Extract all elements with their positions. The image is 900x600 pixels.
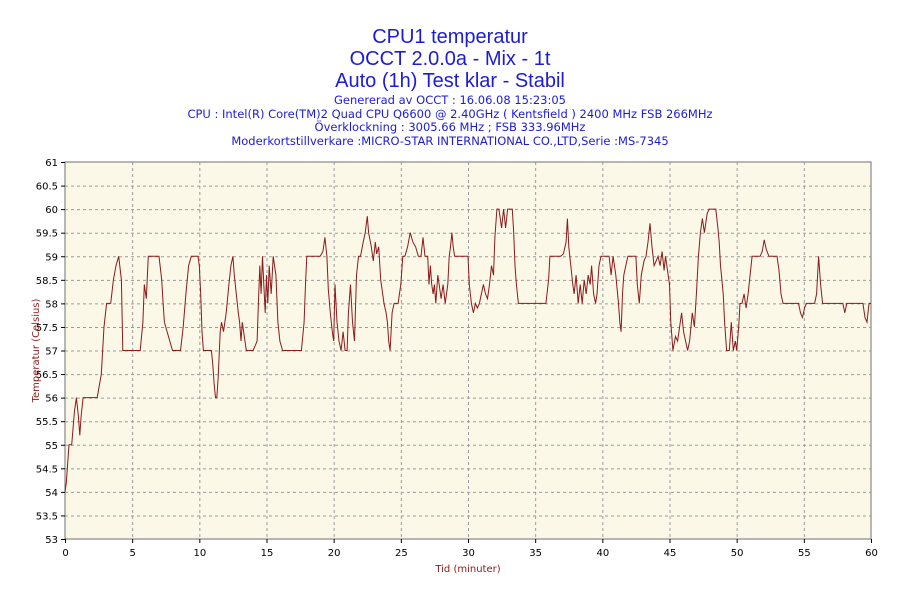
x-tick-label: 25 xyxy=(395,548,408,559)
x-tick-label: 0 xyxy=(62,548,68,559)
y-tick-label: 57 xyxy=(45,347,58,358)
x-tick-label: 15 xyxy=(261,548,274,559)
x-tick-label: 20 xyxy=(328,548,341,559)
cpu-info: CPU : Intel(R) Core(TM)2 Quad CPU Q6600 … xyxy=(187,106,713,121)
chart-title: CPU1 temperatur xyxy=(372,26,528,48)
y-tick-label: 57.5 xyxy=(36,323,58,334)
y-axis-label: Temperatur (Celsius) xyxy=(31,298,42,403)
grid-lines xyxy=(65,162,871,539)
y-tick-label: 59 xyxy=(45,252,58,263)
motherboard-info: Moderkortstillverkare :MICRO-STAR INTERN… xyxy=(231,133,669,148)
y-tick-label: 59.5 xyxy=(36,229,58,240)
cpu1-temperature-line xyxy=(64,208,871,492)
x-tick-label: 10 xyxy=(193,548,206,559)
y-tick-label: 56 xyxy=(45,394,58,405)
x-tick-label: 30 xyxy=(462,548,475,559)
y-axis-ticks: 53 53.5 54 54.5 55 55.5 56 56.5 57 57.5 58 58.5 59 59… xyxy=(36,158,65,546)
generated-info: Genererad av OCCT : 16.06.08 15:23:05 xyxy=(334,93,566,107)
x-tick-label: 60 xyxy=(865,548,878,559)
chart-subtitle-result: Auto (1h) Test klar - Stabil xyxy=(335,70,565,92)
y-tick-label: 58 xyxy=(45,299,58,310)
y-tick-label: 54 xyxy=(45,488,58,499)
y-tick-label: 55 xyxy=(45,441,58,452)
y-tick-label: 61 xyxy=(45,158,58,169)
y-tick-label: 53 xyxy=(45,535,58,546)
x-tick-label: 5 xyxy=(129,548,135,559)
y-tick-label: 54.5 xyxy=(36,464,58,475)
x-tick-label: 55 xyxy=(798,548,811,559)
x-tick-label: 40 xyxy=(596,548,609,559)
y-tick-label: 56.5 xyxy=(36,370,58,381)
overclock-info: Överklockning : 3005.66 MHz ; FSB 333.96… xyxy=(314,120,586,134)
y-tick-label: 60.5 xyxy=(36,182,58,193)
y-tick-label: 58.5 xyxy=(36,276,58,287)
y-tick-label: 53.5 xyxy=(36,511,58,522)
chart-header: CPU1 temperatur OCCT 2.0.0a - Mix - 1t A… xyxy=(0,26,900,148)
x-axis-label: Tid (minuter) xyxy=(434,564,500,575)
x-tick-label: 50 xyxy=(731,548,744,559)
x-axis-ticks: 0 5 10 15 20 25 30 35 40 45 50 55 60 xyxy=(62,539,878,559)
x-tick-label: 45 xyxy=(664,548,677,559)
chart-subtitle-test: OCCT 2.0.0a - Mix - 1t xyxy=(349,48,551,70)
x-tick-label: 35 xyxy=(529,548,542,559)
y-tick-label: 60 xyxy=(45,205,58,216)
y-tick-label: 55.5 xyxy=(36,417,58,428)
